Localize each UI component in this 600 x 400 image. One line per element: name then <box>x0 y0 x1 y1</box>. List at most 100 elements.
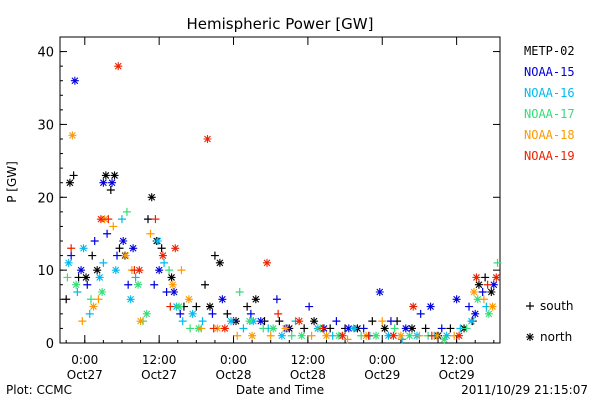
plot-frame <box>59 36 501 344</box>
y-tick-label: 30 <box>37 118 54 133</box>
data-point-north <box>96 215 105 224</box>
data-point-south <box>177 266 186 275</box>
data-point-south <box>160 258 169 267</box>
data-point-south <box>332 317 341 326</box>
data-point-north <box>297 331 306 340</box>
data-point-north <box>322 331 331 340</box>
x-tick-label-time: 0:00 <box>369 353 396 367</box>
data-point-north <box>384 331 393 340</box>
data-point-south <box>67 244 76 253</box>
legend-series-label: NOAA-19 <box>524 149 575 163</box>
data-point-north <box>487 288 496 296</box>
data-point-south <box>235 288 244 296</box>
data-point-north <box>344 324 353 333</box>
data-point-south <box>117 215 126 224</box>
data-point-south <box>166 302 175 311</box>
data-point-north <box>245 317 254 326</box>
data-point-south <box>259 324 268 333</box>
y-axis: 0 10 20 30 40 <box>37 36 500 352</box>
data-point-north <box>349 324 358 333</box>
data-point-south <box>85 309 94 318</box>
data-point-north <box>227 317 236 326</box>
data-point-north <box>121 251 130 260</box>
data-point-south <box>150 280 159 289</box>
data-point-north <box>184 295 193 304</box>
data-point-south <box>446 324 455 333</box>
data-point-south <box>115 244 124 253</box>
data-point-south <box>210 251 219 260</box>
data-point-north <box>389 331 398 340</box>
data-point-north <box>248 331 257 340</box>
data-point-south <box>368 317 377 326</box>
data-point-north <box>95 273 104 282</box>
data-point-north <box>110 171 119 180</box>
x-tick-label-time: 12:00 <box>439 353 474 367</box>
legend-plus-icon <box>526 302 534 310</box>
data-point-north <box>488 302 497 311</box>
data-point-north <box>469 288 478 296</box>
data-point-south <box>300 324 309 333</box>
data-point-north <box>101 171 110 180</box>
data-point-south <box>208 309 217 318</box>
data-point-south <box>390 324 399 333</box>
data-point-south <box>481 273 490 282</box>
data-point-south <box>63 273 72 282</box>
x-tick-label-date: Oct28 <box>290 368 326 382</box>
data-point-north <box>380 324 389 333</box>
legend-star-icon <box>526 333 534 341</box>
data-point-north <box>375 288 384 296</box>
data-point-north <box>492 273 501 282</box>
data-point-north <box>408 324 416 333</box>
data-point-north <box>188 309 197 318</box>
data-point-south <box>483 280 492 289</box>
data-point-south <box>103 229 112 238</box>
data-point-south <box>415 331 424 340</box>
data-point-south <box>144 215 152 224</box>
data-point-south <box>178 317 187 326</box>
data-point-south <box>192 302 201 311</box>
data-point-south <box>462 324 471 333</box>
data-point-south <box>318 324 327 333</box>
data-point-north <box>119 237 128 245</box>
x-tick-label-date: Oct27 <box>67 368 103 382</box>
data-point-north <box>489 280 498 289</box>
legend: METP-02 NOAA-15 NOAA-16 NOAA-17 NOAA-18 NOAA-… <box>524 44 575 344</box>
data-point-north <box>111 266 120 275</box>
data-point-south <box>378 317 387 326</box>
data-point-north <box>205 302 214 311</box>
data-point-north <box>338 331 347 340</box>
x-tick-label-date: Oct29 <box>439 368 475 382</box>
data-point-south <box>88 251 97 260</box>
legend-series-label: NOAA-18 <box>524 128 575 142</box>
data-point-south <box>364 331 373 340</box>
data-point-north <box>70 76 79 85</box>
legend-series-label: NOAA-16 <box>524 86 575 100</box>
data-point-north <box>158 251 167 260</box>
data-point-south <box>113 251 122 260</box>
data-point-north <box>155 266 164 275</box>
x-tick-label-time: 12:00 <box>291 353 326 367</box>
data-point-north <box>452 295 461 304</box>
data-point-north <box>215 258 224 267</box>
x-tick-label-date: Oct28 <box>216 368 252 382</box>
data-point-south <box>90 237 99 245</box>
data-point-south <box>109 222 118 231</box>
data-point-south <box>305 302 314 311</box>
x-axis: 0:00Oct2712:00Oct270:00Oct2812:00Oct280:… <box>65 37 495 382</box>
data-point-south <box>104 215 113 224</box>
plot-credit: Plot: CCMC <box>6 383 72 397</box>
data-point-north <box>174 302 183 311</box>
legend-series-label: NOAA-17 <box>524 107 575 121</box>
data-point-north <box>269 324 278 333</box>
data-point-south <box>198 317 207 326</box>
data-point-north <box>256 317 265 326</box>
data-point-south <box>233 331 242 340</box>
data-point-south <box>67 251 76 260</box>
data-point-south <box>78 317 87 326</box>
data-point-south <box>176 309 185 318</box>
data-point-north <box>484 309 493 318</box>
data-point-south <box>83 280 92 289</box>
x-axis-label: Date and Time <box>236 383 324 397</box>
data-point-north <box>68 131 77 140</box>
data-point-north <box>64 258 73 267</box>
